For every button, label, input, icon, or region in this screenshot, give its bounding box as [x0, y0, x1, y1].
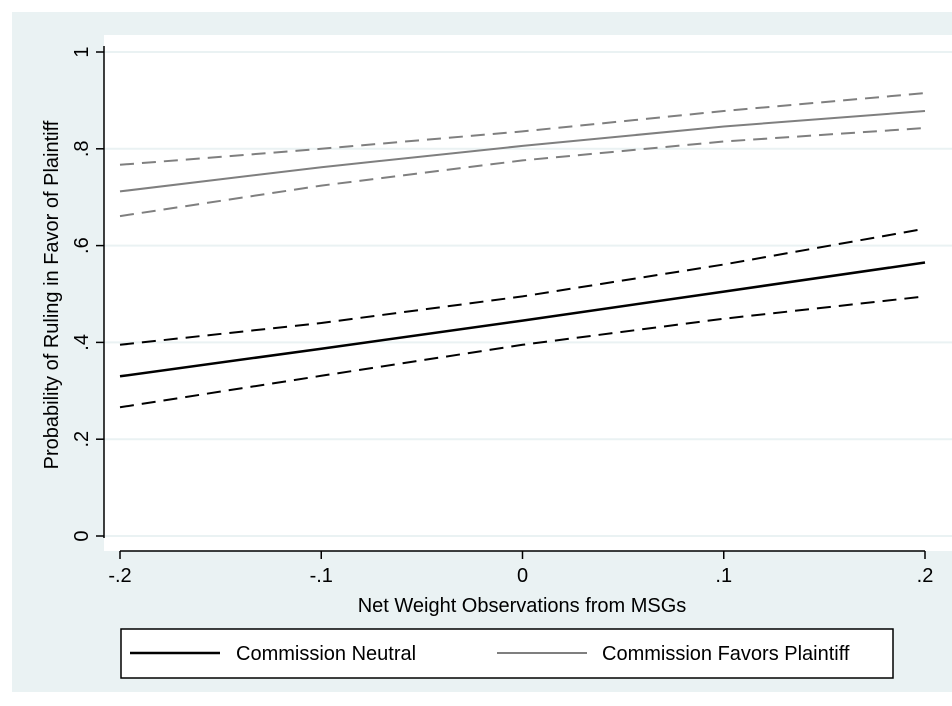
x-tick-label: -.2: [108, 565, 131, 587]
y-tick-label: .2: [71, 431, 93, 448]
ci-lower-line-favors-plaintiff: [119, 127, 926, 218]
y-tick-label: .6: [71, 237, 93, 254]
x-axis-ticks: -.2 -.1 0 .1 .2: [108, 551, 933, 587]
x-axis-label: Net Weight Observations from MSGs: [358, 595, 687, 617]
x-tick-label: .2: [917, 565, 934, 587]
y-tick-label: 0: [71, 530, 93, 541]
plot-area: [104, 35, 952, 551]
y-axis-label: Probability of Ruling in Favor of Plaint…: [41, 120, 63, 469]
legend: Commission Neutral Commission Favors Pla…: [120, 628, 894, 679]
legend-label-favors-plaintiff: Commission Favors Plaintiff: [602, 643, 850, 665]
legend-label-neutral: Commission Neutral: [236, 643, 416, 665]
y-axis-ticks: 0 .2 .4 .6 .8 1: [71, 46, 104, 542]
series-line-neutral: [119, 261, 926, 378]
confidence-interval-lines: [119, 92, 926, 409]
y-tick-label: .8: [71, 140, 93, 157]
ci-upper-line-neutral: [119, 227, 926, 346]
x-tick-label: -.1: [310, 565, 333, 587]
x-tick-label: 0: [517, 565, 528, 587]
x-tick-label: .1: [715, 565, 732, 587]
series-lines: [119, 110, 926, 378]
ci-upper-line-favors-plaintiff: [119, 92, 926, 166]
gridlines: [104, 51, 952, 537]
series-line-favors-plaintiff: [119, 110, 926, 193]
y-tick-label: .4: [71, 334, 93, 351]
y-tick-label: 1: [71, 46, 93, 57]
ci-lower-line-neutral: [119, 295, 926, 409]
